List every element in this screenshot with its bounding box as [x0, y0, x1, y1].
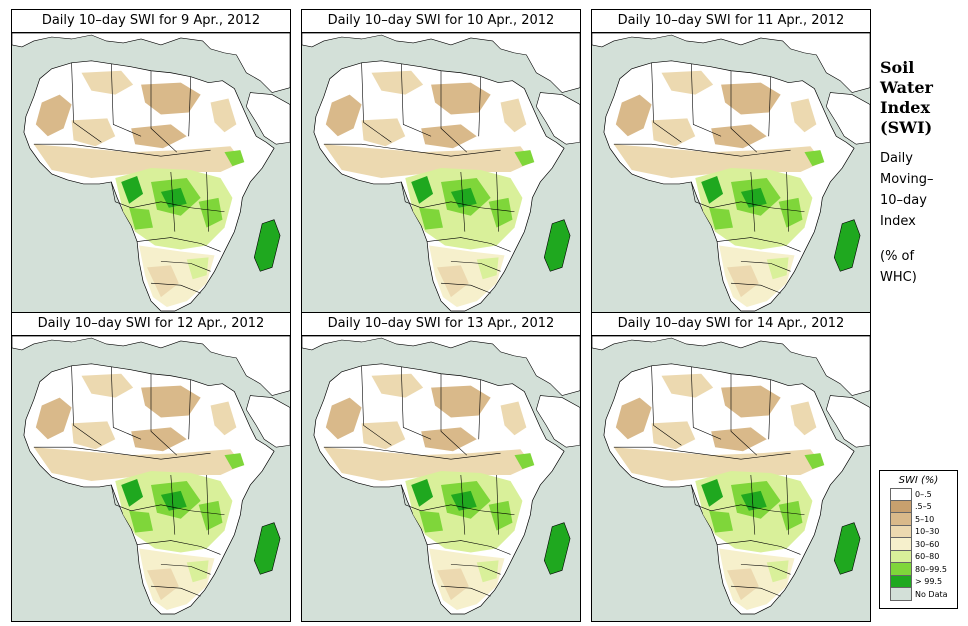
panel-title: Daily 10–day SWI for 12 Apr., 2012: [11, 312, 291, 336]
legend-label: 0–.5: [915, 489, 932, 499]
panel-title: Daily 10–day SWI for 13 Apr., 2012: [301, 312, 581, 336]
legend-label: 5–10: [915, 514, 935, 524]
map-panel: Daily 10–day SWI for 10 Apr., 2012: [301, 9, 581, 319]
legend-item: .5–5: [880, 500, 957, 513]
legend-label: 80–99.5: [915, 564, 947, 574]
map-panel: Daily 10–day SWI for 9 Apr., 2012: [11, 9, 291, 319]
panel-title: Daily 10–day SWI for 10 Apr., 2012: [301, 9, 581, 33]
legend-item: No Data: [880, 588, 957, 601]
legend-swatch: [890, 513, 912, 526]
index-subtitle: Daily Moving– 10–day Index: [880, 151, 934, 229]
legend-label: 10–30: [915, 527, 940, 537]
africa-map: [11, 335, 291, 622]
legend-swatch: [890, 488, 912, 501]
legend-label: > 99.5: [915, 577, 943, 587]
africa-map: [591, 32, 871, 319]
legend-swatch: [890, 588, 912, 601]
map-panel: Daily 10–day SWI for 11 Apr., 2012: [591, 9, 871, 319]
index-title: Soil Water Index (SWI): [880, 58, 933, 137]
legend-title: SWI (%): [898, 475, 939, 486]
panel-title: Daily 10–day SWI for 11 Apr., 2012: [591, 9, 871, 33]
map-panel: Daily 10–day SWI for 14 Apr., 2012: [591, 312, 871, 622]
legend-swatch: [890, 538, 912, 551]
legend-label: .5–5: [915, 502, 932, 512]
legend-item: 5–10: [880, 513, 957, 526]
africa-map: [11, 32, 291, 319]
legend-label: 60–80: [915, 552, 940, 562]
africa-map: [591, 335, 871, 622]
panel-title: Daily 10–day SWI for 9 Apr., 2012: [11, 9, 291, 33]
index-units: (% of WHC): [880, 249, 917, 285]
legend-swatch: [890, 563, 912, 576]
legend-item: 60–80: [880, 550, 957, 563]
legend-label: 30–60: [915, 539, 940, 549]
side-annotation: Soil Water Index (SWI) Daily Moving– 10–…: [880, 58, 965, 288]
legend-label: No Data: [915, 589, 948, 599]
panel-title: Daily 10–day SWI for 14 Apr., 2012: [591, 312, 871, 336]
legend-swatch: [890, 575, 912, 588]
africa-map: [301, 335, 581, 622]
map-panel: Daily 10–day SWI for 12 Apr., 2012: [11, 312, 291, 622]
legend: SWI (%) 0–.5 .5–5 5–10 10–30 30–60 60–80 80–99…: [879, 470, 958, 609]
legend-swatch: [890, 500, 912, 513]
africa-map: [301, 32, 581, 319]
legend-swatch: [890, 550, 912, 563]
legend-swatch: [890, 525, 912, 538]
map-panel: Daily 10–day SWI for 13 Apr., 2012: [301, 312, 581, 622]
legend-rows: 0–.5 .5–5 5–10 10–30 30–60 60–80 80–99.5 > 99.5…: [880, 488, 957, 601]
legend-item: 30–60: [880, 538, 957, 551]
legend-item: 80–99.5: [880, 563, 957, 576]
legend-item: > 99.5: [880, 575, 957, 588]
legend-item: 0–.5: [880, 488, 957, 501]
legend-item: 10–30: [880, 525, 957, 538]
